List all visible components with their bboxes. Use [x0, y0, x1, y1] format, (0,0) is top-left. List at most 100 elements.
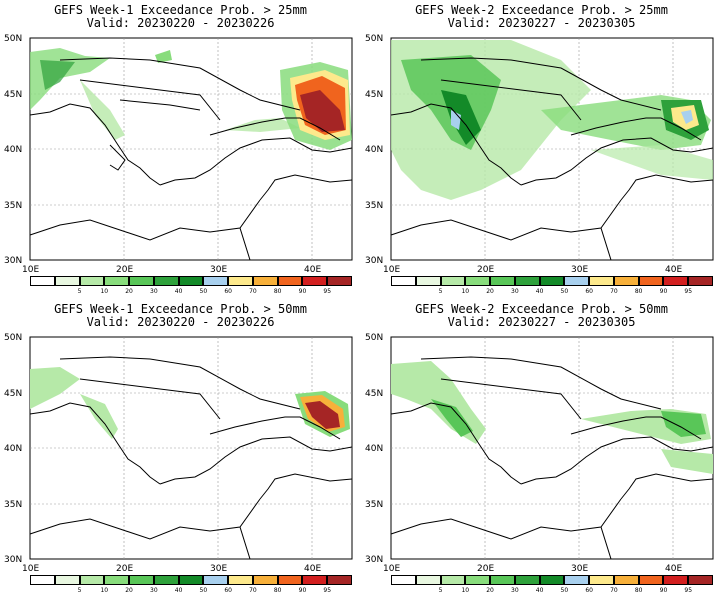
lat-label: 45N — [4, 90, 22, 100]
lat-label: 50N — [4, 333, 22, 343]
colorbar-tick-label: 80 — [634, 587, 643, 594]
colorbar-swatch — [391, 276, 416, 286]
colorbar-tick-label: 40 — [535, 288, 544, 295]
colorbar-swatch — [302, 276, 328, 286]
lat-label: 35N — [4, 201, 22, 211]
precip-shading — [30, 367, 350, 439]
map-panel-week1-25mm: GEFS Week-1 Exceedance Prob. > 25mm Vali… — [0, 0, 361, 299]
colorbar-swatch — [564, 276, 590, 286]
colorbar-tick-label: 90 — [659, 288, 668, 295]
map-panel-week2-50mm: GEFS Week-2 Exceedance Prob. > 50mm Vali… — [361, 299, 722, 598]
colorbar-swatch — [613, 575, 639, 585]
colorbar-swatch — [104, 276, 130, 286]
lat-label: 40N — [365, 444, 383, 454]
colorbar-swatch — [178, 575, 204, 585]
colorbar-tick-label: 50 — [560, 288, 569, 295]
lon-label: 10E — [22, 564, 39, 574]
colorbar-swatch — [129, 276, 154, 286]
probability-map: 50N 45N 40N 35N 30N 10E 20E 30E 40E — [365, 333, 714, 574]
colorbar-tick-label: 90 — [659, 587, 668, 594]
precip-shading — [30, 48, 352, 150]
lon-label: 20E — [477, 564, 494, 574]
lon-label: 40E — [304, 265, 321, 275]
colorbar-tick-label: 20 — [486, 587, 494, 594]
colorbar-tick-label: 40 — [174, 288, 183, 295]
colorbar-tick-label: 60 — [224, 587, 232, 594]
colorbar-swatch — [327, 575, 352, 585]
map-panel-week1-50mm: GEFS Week-1 Exceedance Prob. > 50mm Vali… — [0, 299, 361, 598]
colorbar-swatch — [252, 276, 278, 286]
colorbar-tick-label: 95 — [323, 288, 332, 295]
lat-label: 50N — [365, 333, 383, 343]
lat-label: 35N — [4, 500, 22, 510]
colorbar-swatch — [153, 575, 179, 585]
colorbar-tick-label: 40 — [535, 587, 544, 594]
lon-label: 10E — [383, 564, 400, 574]
colorbar-swatch — [327, 276, 352, 286]
lat-label: 40N — [4, 145, 22, 155]
lat-label: 35N — [365, 201, 383, 211]
colorbar-tick-label: 90 — [298, 587, 307, 594]
probability-map: 50N 45N 40N 35N 30N 10E 20E 30E 40E — [4, 333, 353, 574]
probability-map: 50N 45N 40N 35N 30N 10E 20E 30E 40E — [4, 34, 353, 275]
lon-label: 20E — [116, 564, 133, 574]
colorbar-swatch — [465, 276, 491, 286]
colorbar-tick-label: 10 — [461, 587, 470, 594]
coastlines — [29, 57, 353, 261]
colorbar-swatch — [465, 575, 491, 585]
colorbar-tick-label: 60 — [585, 587, 593, 594]
colorbar-tick-label: 95 — [323, 587, 332, 594]
colorbar-tick-label: 80 — [273, 288, 282, 295]
lat-label: 35N — [365, 500, 383, 510]
colorbar-tick-label: 20 — [486, 288, 494, 295]
colorbar — [30, 575, 352, 585]
colorbar-tick-label: 5 — [438, 587, 443, 594]
panel-title: GEFS Week-1 Exceedance Prob. > 50mm — [54, 302, 307, 316]
colorbar-labels: 5 10 20 30 40 50 60 70 80 90 95 — [30, 288, 352, 296]
lat-label: 30N — [4, 256, 22, 266]
colorbar-swatch — [30, 575, 55, 585]
colorbar-swatch — [688, 276, 713, 286]
panel-title: GEFS Week-2 Exceedance Prob. > 50mm — [415, 302, 668, 316]
panel-valid-dates: Valid: 20230220 - 20230226 — [86, 16, 275, 30]
colorbar-swatch — [613, 276, 639, 286]
map-panel-week2-25mm: GEFS Week-2 Exceedance Prob. > 25mm Vali… — [361, 0, 722, 299]
colorbar-labels: 5 10 20 30 40 50 60 70 80 90 95 — [391, 288, 713, 296]
colorbar-swatch — [129, 575, 154, 585]
colorbar-tick-label: 20 — [125, 288, 133, 295]
colorbar-swatch — [228, 575, 253, 585]
lat-label: 30N — [365, 256, 383, 266]
colorbar-tick-label: 70 — [610, 288, 618, 295]
lat-label: 50N — [4, 34, 22, 44]
colorbar-swatch — [203, 276, 229, 286]
colorbar-tick-label: 10 — [100, 587, 109, 594]
colorbar-swatch — [391, 575, 416, 585]
panel-title: GEFS Week-1 Exceedance Prob. > 25mm — [54, 3, 307, 17]
colorbar-swatch — [514, 276, 540, 286]
colorbar-labels: 5 10 20 30 40 50 60 70 80 90 95 — [30, 587, 352, 595]
colorbar-swatch — [638, 276, 664, 286]
colorbar-swatch — [514, 575, 540, 585]
colorbar-swatch — [440, 575, 466, 585]
colorbar-tick-label: 50 — [560, 587, 569, 594]
colorbar-swatch — [203, 575, 229, 585]
colorbar — [30, 276, 352, 286]
colorbar-tick-label: 60 — [585, 288, 593, 295]
lon-label: 40E — [665, 564, 682, 574]
precip-shading — [391, 361, 713, 474]
colorbar-tick-label: 50 — [199, 587, 208, 594]
colorbar-swatch — [638, 575, 664, 585]
colorbar-swatch — [30, 276, 55, 286]
colorbar-swatch — [54, 276, 80, 286]
colorbar-tick-label: 30 — [150, 288, 158, 295]
colorbar-swatch — [302, 575, 328, 585]
colorbar-tick-label: 5 — [438, 288, 443, 295]
panel-valid-dates: Valid: 20230220 - 20230226 — [86, 315, 275, 329]
colorbar-tick-label: 20 — [125, 587, 133, 594]
colorbar-tick-label: 5 — [77, 587, 82, 594]
colorbar-swatch — [415, 276, 441, 286]
colorbar-swatch — [539, 575, 565, 585]
colorbar-tick-label: 95 — [684, 587, 693, 594]
colorbar — [391, 276, 713, 286]
colorbar-swatch — [589, 575, 614, 585]
